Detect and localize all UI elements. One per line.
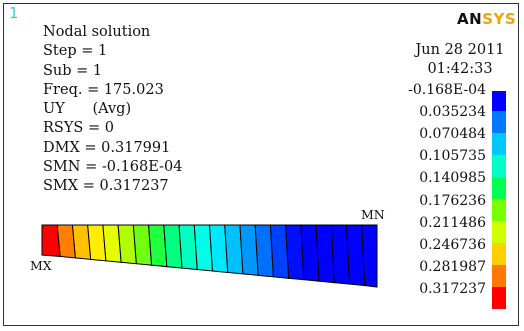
min-marker: MN: [361, 207, 385, 222]
legend-swatch: [492, 133, 506, 155]
legend-label: 0.211486: [419, 214, 486, 231]
legend-swatch: [492, 243, 506, 265]
max-marker: MX: [30, 258, 52, 273]
info-line: DMX = 0.317991: [43, 139, 171, 156]
legend-label: 0.140985: [419, 170, 486, 187]
legend-swatch: [492, 91, 506, 111]
timestamp: Jun 28 2011 01:42:33: [405, 41, 515, 79]
legend-label: 0.105735: [419, 148, 486, 165]
legend-label: 0.035234: [419, 104, 486, 121]
legend-label: 0.317237: [419, 280, 486, 297]
info-line: UY (Avg): [43, 101, 132, 118]
legend-label: 0.281987: [419, 258, 486, 275]
info-line: Nodal solution: [43, 24, 151, 40]
info-line: RSYS = 0: [43, 120, 114, 137]
info-line: Freq. = 175.023: [43, 81, 164, 98]
beam-element: [361, 224, 378, 288]
time-label: 01:42:33: [427, 61, 493, 77]
logo-part-1: AN: [457, 10, 483, 28]
legend-swatch: [492, 199, 506, 221]
legend-label: 0.176236: [419, 192, 486, 209]
info-line: SMN = -0.168E-04: [43, 159, 183, 176]
solution-info: Nodal solution Step = 1 Sub = 1 Freq. = 175…: [43, 23, 182, 197]
legend-color-bar: [492, 91, 506, 309]
legend-swatch: [492, 177, 506, 199]
legend-swatch: [492, 265, 506, 287]
info-line: Sub = 1: [43, 62, 103, 79]
legend-label: -0.168E-04: [408, 82, 486, 98]
legend-swatch: [492, 287, 506, 309]
info-line: SMX = 0.317237: [43, 178, 169, 195]
ansys-logo: ANSYS: [457, 10, 516, 28]
legend-swatch: [492, 155, 506, 177]
legend-label: 0.246736: [419, 236, 486, 253]
legend-label: 0.070484: [419, 126, 486, 143]
logo-part-2: SYS: [482, 10, 517, 28]
legend-swatch: [492, 111, 506, 133]
date-label: Jun 28 2011: [415, 42, 505, 58]
window-number: 1: [9, 4, 19, 22]
legend-swatch: [492, 221, 506, 243]
info-line: Step = 1: [43, 43, 108, 60]
